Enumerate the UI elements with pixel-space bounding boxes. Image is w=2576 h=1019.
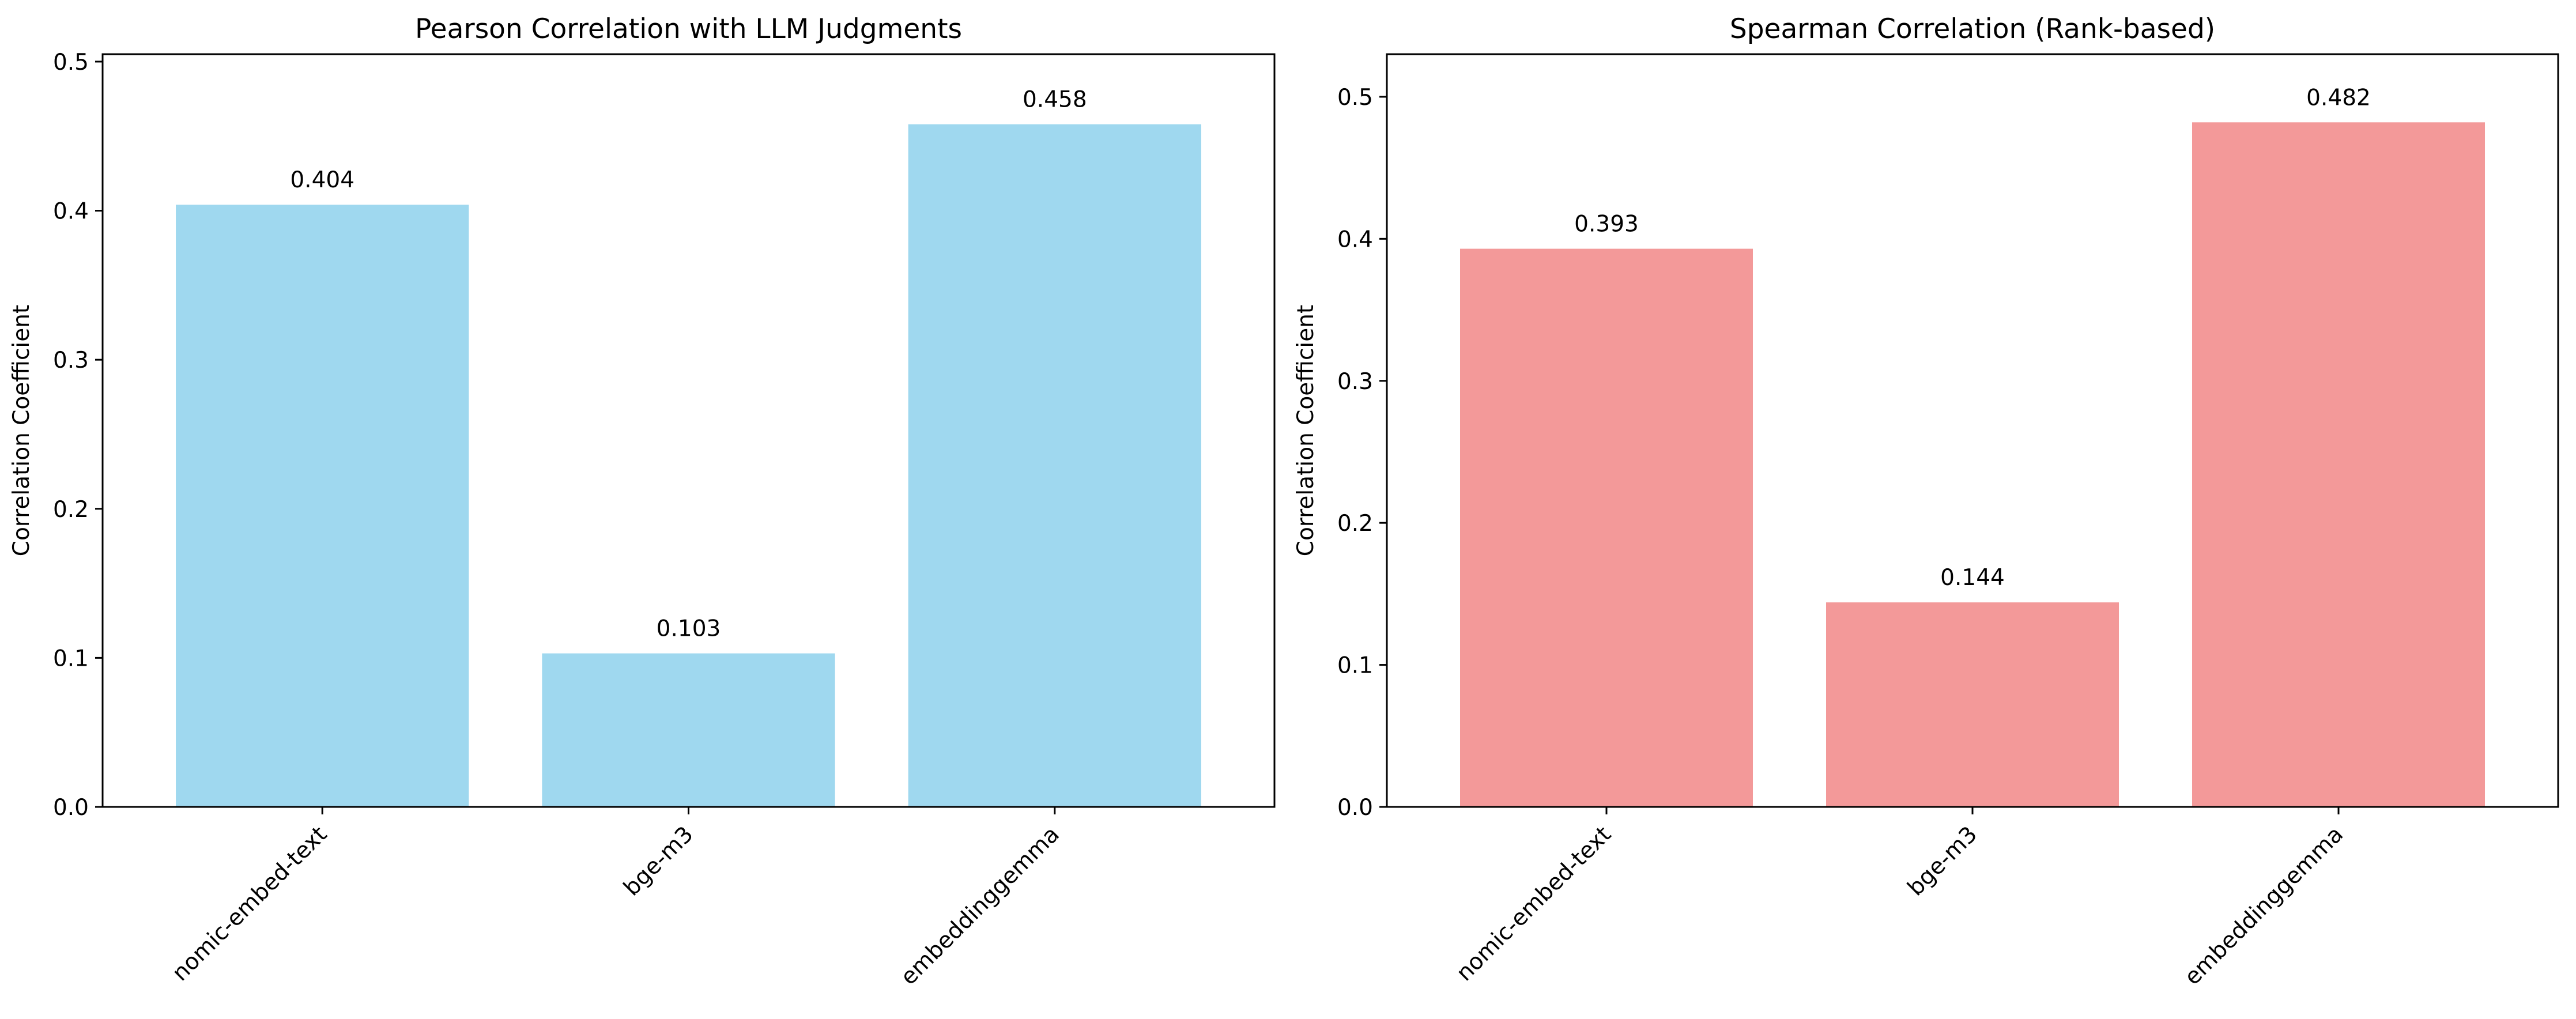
pearson-bar-bge-m3	[542, 654, 835, 807]
pearson-y-tick-label: 0.4	[53, 199, 89, 225]
spearman-y-axis-label: Correlation Coefficient	[1293, 305, 1319, 557]
pearson-data-label: 0.404	[290, 167, 354, 193]
spearman-data-label: 0.482	[2306, 85, 2371, 111]
spearman-chart-panel: 0.393 0.144 0.482 0.0 0.1 0.2 0.3 0.4 0.5 nomic-e…	[1293, 13, 2558, 990]
pearson-y-tick-label: 0.1	[53, 646, 89, 671]
pearson-data-label: 0.103	[657, 616, 721, 642]
pearson-chart-panel: 0.404 0.103 0.458 0.0 0.1 0.2 0.3 0.4 0.5 nomic-e…	[9, 13, 1274, 990]
pearson-y-tick-label: 0.3	[53, 348, 89, 373]
spearman-y-tick-label: 0.3	[1337, 369, 1373, 395]
pearson-y-tick-label: 0.5	[53, 50, 89, 76]
pearson-bar-nomic-embed-text	[176, 205, 469, 807]
spearman-chart-title: Spearman Correlation (Rank-based)	[1730, 13, 2215, 45]
pearson-y-tick-label: 0.0	[53, 795, 89, 821]
spearman-data-label: 0.393	[1574, 212, 1639, 237]
spearman-bar-embeddinggemma	[2192, 122, 2485, 807]
spearman-y-tick-label: 0.0	[1337, 795, 1373, 821]
spearman-data-label: 0.144	[1940, 565, 2005, 591]
pearson-x-tick-label: bge-m3	[618, 821, 698, 901]
pearson-data-label: 0.458	[1023, 87, 1087, 113]
pearson-chart-title: Pearson Correlation with LLM Judgments	[415, 13, 962, 45]
spearman-bar-bge-m3	[1826, 602, 2119, 807]
spearman-bar-nomic-embed-text	[1460, 249, 1753, 807]
spearman-y-tick-label: 0.5	[1337, 85, 1373, 111]
spearman-y-tick-label: 0.1	[1337, 653, 1373, 679]
pearson-y-tick-label: 0.2	[53, 497, 89, 523]
pearson-y-axis-label: Correlation Coefficient	[9, 305, 35, 557]
spearman-x-tick-label: nomic-embed-text	[1451, 821, 1616, 986]
spearman-y-tick-label: 0.2	[1337, 511, 1373, 537]
pearson-x-tick-label: embeddinggemma	[896, 821, 1065, 990]
pearson-x-tick-label: nomic-embed-text	[167, 821, 332, 986]
spearman-x-tick-label: bge-m3	[1903, 821, 1982, 901]
spearman-x-tick-label: embeddinggemma	[2179, 821, 2348, 990]
pearson-bar-embeddinggemma	[908, 124, 1201, 807]
spearman-y-tick-label: 0.4	[1337, 227, 1373, 252]
